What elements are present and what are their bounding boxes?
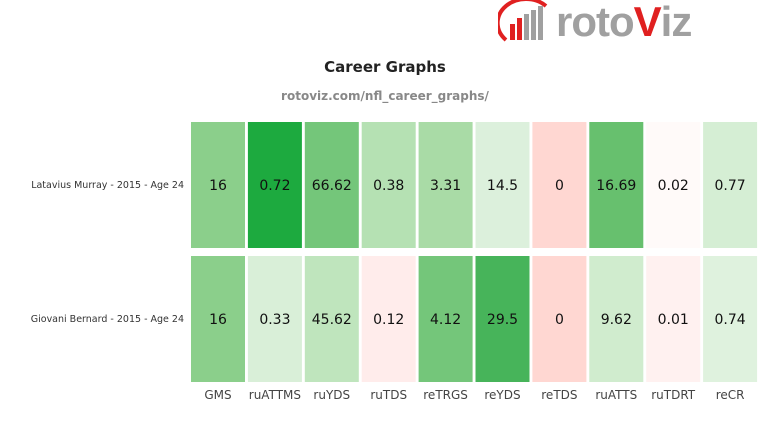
heatmap-cell [703,256,758,382]
column-label: ruATTMS [249,388,301,402]
cell-value: 0 [555,178,564,194]
logo-chart-icon [495,0,548,42]
heatmap-cell [646,122,701,248]
heatmap-cell [646,256,701,382]
cell-value: 66.62 [312,178,352,194]
cell-value: 45.62 [312,312,352,328]
heatmap-cell [475,122,530,248]
cell-value: 0.77 [715,178,746,194]
cell-value: 16 [209,312,227,328]
heatmap-cell [247,122,302,248]
heatmap-cell [304,122,359,248]
cell-value: 29.5 [487,312,518,328]
cell-value: 0.38 [373,178,404,194]
heatmap-cell [703,122,758,248]
heatmap-cell [589,122,644,248]
heatmap-cell [361,256,416,382]
heatmap-cell [532,122,587,248]
row-label: Latavius Murray - 2015 - Age 24 [31,180,184,191]
cell-value: 0.74 [715,312,746,328]
heatmap-cell [191,122,245,248]
cell-value: 16.69 [596,178,636,194]
column-label: ruYDS [313,388,350,402]
heatmap-cell [247,256,302,382]
cell-value: 14.5 [487,178,518,194]
cell-value: 0.01 [658,312,689,328]
row-label: Giovani Bernard - 2015 - Age 24 [31,314,184,325]
cell-value: 0 [555,312,564,328]
cell-value: 0.12 [373,312,404,328]
column-label: ruTDRT [651,388,696,402]
heatmap-cell [361,122,416,248]
heatmap-cell [191,256,245,382]
column-label: ruATTS [595,388,637,402]
rotoviz-logo: rotoViz [495,0,698,48]
heatmap-cell [418,122,473,248]
heatmap-cell [475,256,530,382]
column-label: reYDS [484,388,520,402]
chart-subtitle: rotoviz.com/nfl_career_graphs/ [281,89,489,103]
column-label: reTDS [541,388,577,402]
heatmap-cell [589,256,644,382]
column-label: ruTDS [370,388,407,402]
heatmap-cell [304,256,359,382]
cell-value: 4.12 [430,312,461,328]
cell-value: 0.33 [259,312,290,328]
column-label: reTRGS [423,388,468,402]
cell-value: 3.31 [430,178,461,194]
chart-title: Career Graphs [324,58,446,76]
heatmap-cell [532,256,587,382]
column-label: reCR [716,388,745,402]
cell-value: 0.72 [259,178,290,194]
column-label: GMS [204,388,231,402]
cell-value: 16 [209,178,227,194]
heatmap-cell [418,256,473,382]
cell-value: 9.62 [601,312,632,328]
cell-value: 0.02 [658,178,689,194]
